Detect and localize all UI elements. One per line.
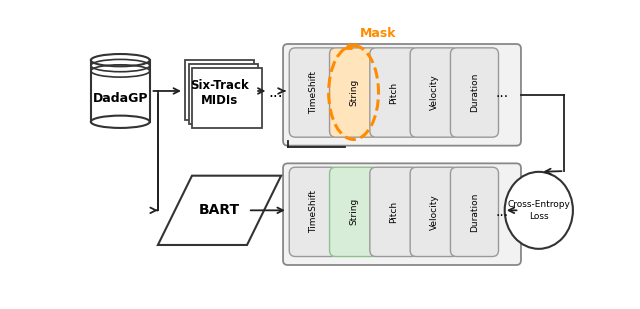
Text: TimeShift: TimeShift xyxy=(308,190,318,233)
Text: ...: ... xyxy=(495,205,509,219)
FancyBboxPatch shape xyxy=(330,167,378,256)
FancyBboxPatch shape xyxy=(193,68,262,128)
Text: BART: BART xyxy=(199,203,240,217)
FancyBboxPatch shape xyxy=(289,48,337,137)
Ellipse shape xyxy=(91,116,150,128)
FancyBboxPatch shape xyxy=(370,167,418,256)
Text: Velocity: Velocity xyxy=(429,75,438,110)
Bar xyxy=(91,60,150,122)
Text: Mask: Mask xyxy=(346,27,396,49)
Text: ...: ... xyxy=(495,86,509,99)
Text: ...: ... xyxy=(268,85,283,100)
Text: Duration: Duration xyxy=(470,192,479,231)
FancyBboxPatch shape xyxy=(184,60,254,120)
Text: String: String xyxy=(349,79,358,106)
Text: Duration: Duration xyxy=(470,73,479,112)
FancyBboxPatch shape xyxy=(289,167,337,256)
FancyBboxPatch shape xyxy=(410,48,458,137)
FancyBboxPatch shape xyxy=(451,167,499,256)
Polygon shape xyxy=(158,176,281,245)
Text: Pitch: Pitch xyxy=(389,201,398,223)
Text: TimeShift: TimeShift xyxy=(308,71,318,114)
Text: Velocity: Velocity xyxy=(429,194,438,230)
FancyBboxPatch shape xyxy=(283,163,521,265)
Text: Pitch: Pitch xyxy=(389,82,398,104)
Text: String: String xyxy=(349,198,358,226)
Text: Cross-Entropy: Cross-Entropy xyxy=(508,200,570,209)
FancyBboxPatch shape xyxy=(189,64,259,124)
Text: DadaGP: DadaGP xyxy=(93,92,148,105)
Text: Loss: Loss xyxy=(529,212,548,221)
FancyBboxPatch shape xyxy=(410,167,458,256)
FancyBboxPatch shape xyxy=(451,48,499,137)
FancyBboxPatch shape xyxy=(370,48,418,137)
Text: Six-Track
MIDIs: Six-Track MIDIs xyxy=(190,78,249,107)
FancyBboxPatch shape xyxy=(283,44,521,146)
FancyBboxPatch shape xyxy=(330,48,378,137)
Ellipse shape xyxy=(505,172,573,249)
Ellipse shape xyxy=(91,54,150,66)
